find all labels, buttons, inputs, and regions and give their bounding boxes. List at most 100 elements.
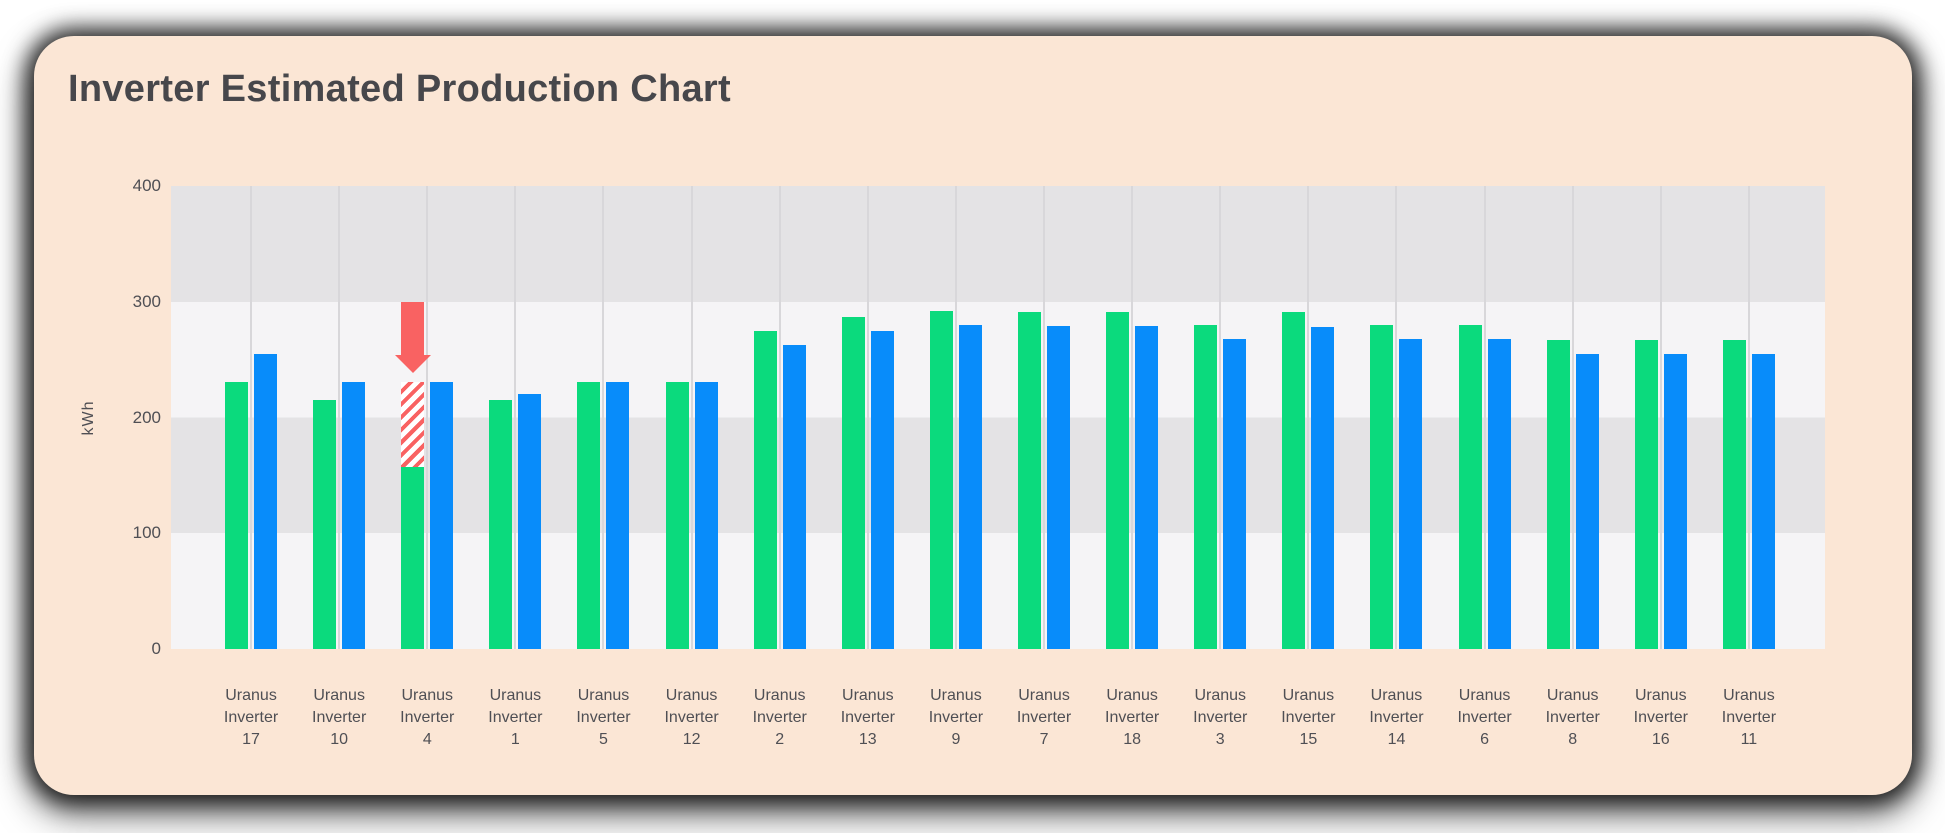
category-column-uranus-inverter-16: Uranus Inverter 16 <box>1617 186 1705 748</box>
x-axis-label-line: Uranus <box>930 687 982 704</box>
category-column-uranus-inverter-7: Uranus Inverter 7 <box>1000 186 1088 748</box>
x-axis-label-line: 14 <box>1387 731 1406 748</box>
chart-title: Inverter Estimated Production Chart <box>68 68 731 110</box>
x-axis-label-uranus-inverter-5: Uranus Inverter 5 <box>576 685 630 751</box>
bar-blue-uranus-inverter-5[interactable] <box>606 381 630 649</box>
vertical-gridline <box>250 186 253 649</box>
x-axis-label-uranus-inverter-13: Uranus Inverter 13 <box>841 685 895 751</box>
bar-blue-uranus-inverter-10[interactable] <box>342 381 366 649</box>
x-axis-label-line: Inverter <box>840 709 895 726</box>
bar-pair-uranus-inverter-10 <box>295 186 383 649</box>
bar-blue-uranus-inverter-17[interactable] <box>254 353 278 649</box>
y-axis-tick-200: 200 <box>132 407 161 427</box>
x-axis-label-uranus-inverter-15: Uranus Inverter 15 <box>1281 685 1335 751</box>
x-axis-label-line: Inverter <box>752 709 807 726</box>
bar-green-uranus-inverter-2[interactable] <box>753 330 777 649</box>
bar-blue-uranus-inverter-2[interactable] <box>782 344 806 649</box>
bar-blue-uranus-inverter-16[interactable] <box>1663 353 1687 649</box>
category-column-uranus-inverter-9: Uranus Inverter 9 <box>912 186 1000 748</box>
x-axis-label-line: Uranus <box>313 687 365 704</box>
bar-green-uranus-inverter-12[interactable] <box>665 381 689 649</box>
x-axis-label-line: Inverter <box>1281 709 1336 726</box>
bar-blue-uranus-inverter-18[interactable] <box>1135 326 1159 649</box>
x-axis-label-line: 10 <box>330 731 349 748</box>
y-axis-tick-300: 300 <box>132 291 161 311</box>
bar-green-uranus-inverter-7[interactable] <box>1018 312 1042 649</box>
x-axis-label-line: 15 <box>1299 731 1318 748</box>
bar-green-uranus-inverter-15[interactable] <box>1282 312 1306 649</box>
underperformance-arrow-icon <box>394 301 431 373</box>
category-column-uranus-inverter-18: Uranus Inverter 18 <box>1088 186 1176 748</box>
bar-blue-uranus-inverter-14[interactable] <box>1399 338 1423 649</box>
category-column-uranus-inverter-2: Uranus Inverter 2 <box>736 186 824 748</box>
bar-green-uranus-inverter-10[interactable] <box>313 400 337 649</box>
bar-green-uranus-inverter-8[interactable] <box>1546 339 1570 649</box>
arrow-head <box>394 354 431 373</box>
x-axis-label-uranus-inverter-3: Uranus Inverter 3 <box>1193 685 1247 751</box>
bar-blue-uranus-inverter-4[interactable] <box>430 381 454 649</box>
bar-green-uranus-inverter-6[interactable] <box>1458 324 1482 649</box>
x-axis-label-uranus-inverter-6: Uranus Inverter 6 <box>1457 685 1511 751</box>
vertical-gridline <box>778 186 781 649</box>
x-axis-label-line: Inverter <box>1633 709 1688 726</box>
vertical-gridline <box>866 186 869 649</box>
bar-green-uranus-inverter-13[interactable] <box>841 316 865 649</box>
bar-pair-uranus-inverter-2 <box>736 186 824 649</box>
category-column-uranus-inverter-1: Uranus Inverter 1 <box>471 186 559 748</box>
bar-green-uranus-inverter-3[interactable] <box>1194 324 1218 649</box>
bar-blue-uranus-inverter-6[interactable] <box>1487 338 1511 649</box>
bar-blue-uranus-inverter-3[interactable] <box>1223 338 1247 649</box>
y-axis-tick-100: 100 <box>132 523 161 543</box>
x-axis-label-line: Inverter <box>664 709 719 726</box>
bar-green-uranus-inverter-11[interactable] <box>1722 339 1746 649</box>
bar-blue-uranus-inverter-1[interactable] <box>518 394 542 649</box>
vertical-gridline <box>514 186 517 649</box>
bar-blue-uranus-inverter-9[interactable] <box>958 324 982 649</box>
category-column-uranus-inverter-3: Uranus Inverter 3 <box>1176 186 1264 748</box>
x-axis-label-uranus-inverter-7: Uranus Inverter 7 <box>1017 685 1071 751</box>
x-axis-label-line: Uranus <box>665 687 718 704</box>
bar-blue-uranus-inverter-8[interactable] <box>1575 353 1599 649</box>
x-axis-label-line: Inverter <box>223 709 279 726</box>
vertical-gridline <box>1043 186 1046 649</box>
bar-green-actual-fill <box>401 467 425 649</box>
x-axis-label-uranus-inverter-14: Uranus Inverter 14 <box>1369 685 1423 751</box>
x-axis-label-line: Inverter <box>1193 709 1248 726</box>
bar-pair-uranus-inverter-11 <box>1705 186 1793 649</box>
x-axis-label-uranus-inverter-17: Uranus Inverter 17 <box>224 685 278 751</box>
x-axis-label-line: Uranus <box>1282 687 1335 704</box>
x-axis-label-uranus-inverter-1: Uranus Inverter 1 <box>488 685 542 751</box>
x-axis-label-line: 11 <box>1740 731 1758 748</box>
category-column-uranus-inverter-12: Uranus Inverter 12 <box>648 186 736 748</box>
bar-green-uranus-inverter-5[interactable] <box>577 381 601 649</box>
x-axis-label-uranus-inverter-4: Uranus Inverter 4 <box>400 685 454 751</box>
x-axis-label-line: Uranus <box>401 687 454 704</box>
bar-blue-uranus-inverter-13[interactable] <box>870 330 894 649</box>
category-column-uranus-inverter-15: Uranus Inverter 15 <box>1264 186 1352 748</box>
bar-green-uranus-inverter-18[interactable] <box>1106 312 1130 649</box>
bar-green-uranus-inverter-17[interactable] <box>225 381 249 649</box>
x-axis-label-line: Inverter <box>400 709 455 726</box>
bar-green-uranus-inverter-1[interactable] <box>489 400 513 649</box>
bar-blue-uranus-inverter-15[interactable] <box>1311 327 1335 649</box>
vertical-gridline <box>1131 186 1134 649</box>
x-axis-label-line: Inverter <box>312 709 367 726</box>
bar-green-uranus-inverter-16[interactable] <box>1634 339 1658 649</box>
x-axis-label-line: Uranus <box>1635 687 1687 704</box>
bar-green-uranus-inverter-9[interactable] <box>929 311 953 649</box>
bar-blue-uranus-inverter-7[interactable] <box>1047 326 1071 649</box>
bar-pair-uranus-inverter-16 <box>1617 186 1705 649</box>
category-column-uranus-inverter-8: Uranus Inverter 8 <box>1529 186 1617 748</box>
bar-green-uranus-inverter-14[interactable] <box>1370 324 1394 649</box>
bar-pair-uranus-inverter-9 <box>912 186 1000 649</box>
x-axis-label-line: 12 <box>682 731 701 748</box>
x-axis-label-uranus-inverter-10: Uranus Inverter 10 <box>312 685 366 751</box>
x-axis-label-line: 7 <box>1039 731 1049 748</box>
bar-blue-uranus-inverter-12[interactable] <box>694 381 718 649</box>
x-axis-label-uranus-inverter-11: Uranus Inverter 11 <box>1722 685 1776 751</box>
x-axis-label-line: Uranus <box>842 687 894 704</box>
bar-blue-uranus-inverter-11[interactable] <box>1751 353 1775 649</box>
x-axis-label-line: Inverter <box>1369 709 1424 726</box>
bar-green-uranus-inverter-4[interactable] <box>401 381 425 649</box>
